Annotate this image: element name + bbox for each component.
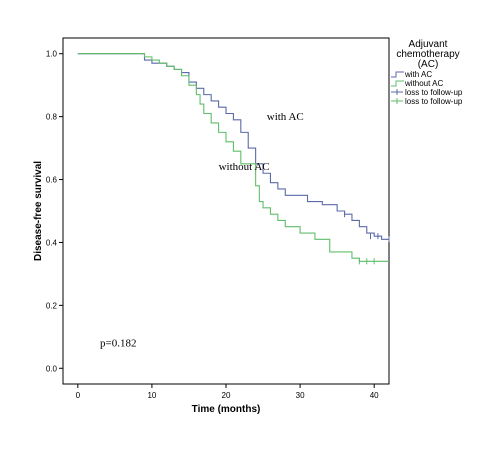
axes: 0 10 20 30 40 0.0 0.2 0.4 0.6 0.8 1.0: [46, 50, 379, 400]
legend-label-censor-without-ac: loss to follow-up: [405, 97, 463, 106]
legend-line-without-ac: [391, 80, 404, 87]
series-group: [77, 53, 390, 265]
annotation-with-ac: with AC: [267, 111, 304, 123]
legend-line-with-ac: [391, 71, 404, 78]
y-tick-label: 0.6: [46, 176, 58, 185]
km-curve-without-ac: [77, 53, 389, 262]
legend-label-without-ac: without AC: [404, 79, 443, 88]
x-tick-label: 30: [296, 391, 305, 400]
legend-item-without-ac: without AC: [391, 79, 443, 88]
legend-title-line-2: chemotherapy: [396, 49, 459, 60]
legend: Adjuvant chemotherapy (AC) with AC witho…: [391, 39, 463, 106]
x-tick-label: 40: [370, 391, 379, 400]
y-tick-label: 0.0: [46, 364, 58, 373]
legend-item-with-ac: with AC: [391, 70, 432, 79]
y-tick-label: 0.4: [46, 238, 58, 247]
legend-title-line-1: Adjuvant: [409, 39, 448, 50]
y-tick-label: 0.8: [46, 113, 58, 122]
legend-censor-mark-without-ac: [391, 98, 403, 104]
x-tick-label: 10: [147, 391, 156, 400]
x-tick-label: 0: [76, 391, 81, 400]
annotation-without-ac: without AC: [219, 161, 270, 173]
annotation-p-0-182: p=0.182: [100, 337, 136, 349]
legend-item-censor-with-ac: loss to follow-up: [391, 88, 463, 97]
y-tick-label: 1.0: [46, 50, 58, 59]
annotations: with AC without AC p=0.182: [100, 111, 304, 349]
legend-censor-mark-with-ac: [391, 89, 403, 95]
legend-item-censor-without-ac: loss to follow-up: [391, 97, 463, 106]
legend-label-censor-with-ac: loss to follow-up: [405, 88, 463, 97]
x-axis-title: Time (months): [192, 404, 261, 415]
y-axis-title: Disease-free survival: [33, 161, 44, 261]
x-tick-label: 20: [222, 391, 231, 400]
y-tick-label: 0.2: [46, 301, 58, 310]
legend-label-with-ac: with AC: [404, 70, 432, 79]
legend-title-line-3: (AC): [418, 59, 439, 70]
